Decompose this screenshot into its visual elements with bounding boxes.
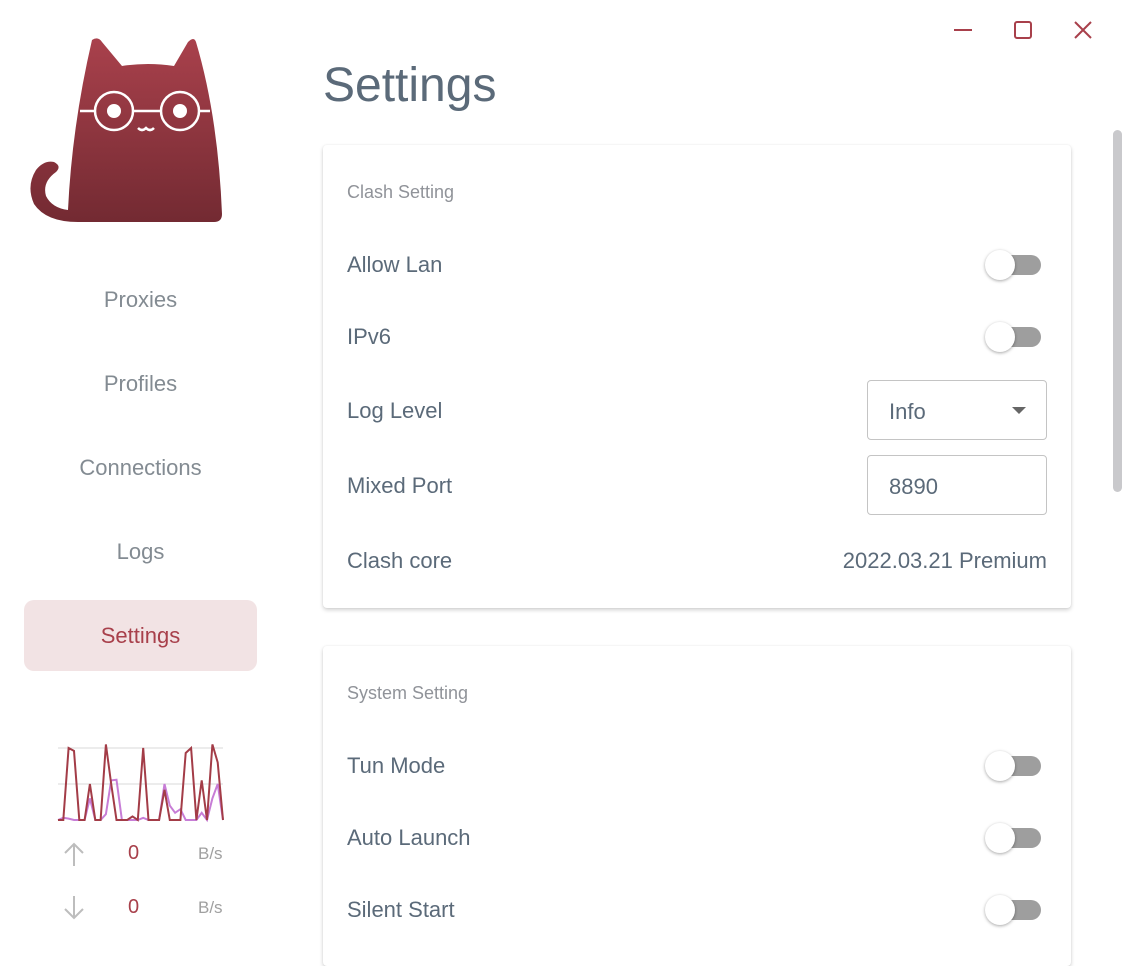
clash-setting-card: Clash Setting Allow Lan IPv6 Log Level I… (323, 145, 1071, 608)
setting-row-clash-core: Clash core 2022.03.21 Premium (347, 542, 1047, 582)
setting-row-auto-launch: Auto Launch (347, 819, 1047, 859)
setting-row-tun-mode: Tun Mode (347, 747, 1047, 787)
sidebar-item-profiles[interactable]: Profiles (103, 370, 178, 396)
sidebar-item-settings[interactable]: Settings (24, 600, 257, 671)
scrollbar[interactable] (1113, 130, 1122, 492)
system-setting-card: System Setting Tun Mode Auto Launch Sile… (323, 646, 1071, 966)
sidebar: Proxies Profiles Connections Logs Settin… (0, 0, 280, 937)
maximize-icon[interactable] (1011, 18, 1035, 42)
download-rate: 0 B/s (58, 894, 228, 924)
auto-launch-toggle[interactable] (985, 822, 1041, 853)
setting-row-silent-start: Silent Start (347, 891, 1047, 931)
card-title: System Setting (347, 683, 469, 703)
setting-label: Clash core (347, 548, 453, 573)
allow-lan-toggle[interactable] (985, 249, 1041, 280)
upload-rate: 0 B/s (58, 840, 228, 870)
setting-label: IPv6 (347, 324, 392, 349)
log-level-select[interactable]: Info (867, 380, 1047, 440)
silent-start-toggle[interactable] (985, 894, 1041, 925)
log-level-value: Info (889, 399, 926, 424)
upload-unit: B/s (198, 844, 223, 863)
download-value: 0 (128, 896, 140, 918)
ipv6-toggle[interactable] (985, 321, 1041, 352)
traffic-graph (57, 744, 224, 823)
app-logo-cat (30, 38, 223, 223)
setting-row-mixed-port: Mixed Port 8890 (347, 455, 1047, 515)
setting-row-allow-lan: Allow Lan (347, 246, 1047, 286)
sidebar-item-logs[interactable]: Logs (116, 538, 165, 564)
setting-label: Allow Lan (347, 252, 443, 277)
setting-label: Auto Launch (347, 825, 471, 850)
arrow-up-icon (64, 842, 84, 866)
setting-row-log-level: Log Level Info (347, 380, 1047, 440)
sidebar-item-proxies[interactable]: Proxies (103, 286, 178, 312)
setting-label: Silent Start (347, 897, 455, 922)
download-unit: B/s (198, 898, 223, 917)
caret-down-icon (1012, 407, 1026, 414)
minimize-icon[interactable] (951, 18, 975, 42)
setting-row-ipv6: IPv6 (347, 318, 1047, 358)
tun-mode-toggle[interactable] (985, 750, 1041, 781)
mixed-port-input[interactable]: 8890 (867, 455, 1047, 515)
card-title: Clash Setting (347, 182, 455, 202)
sidebar-item-connections[interactable]: Connections (79, 454, 202, 480)
close-icon[interactable] (1071, 18, 1095, 42)
setting-label: Log Level (347, 398, 443, 423)
arrow-down-icon (64, 896, 84, 920)
setting-label: Tun Mode (347, 753, 446, 778)
upload-series-line (58, 744, 224, 822)
clash-core-version: 2022.03.21 Premium (842, 548, 1047, 573)
setting-label: Mixed Port (347, 473, 453, 498)
page-title: Settings (323, 59, 497, 112)
upload-value: 0 (128, 842, 140, 864)
